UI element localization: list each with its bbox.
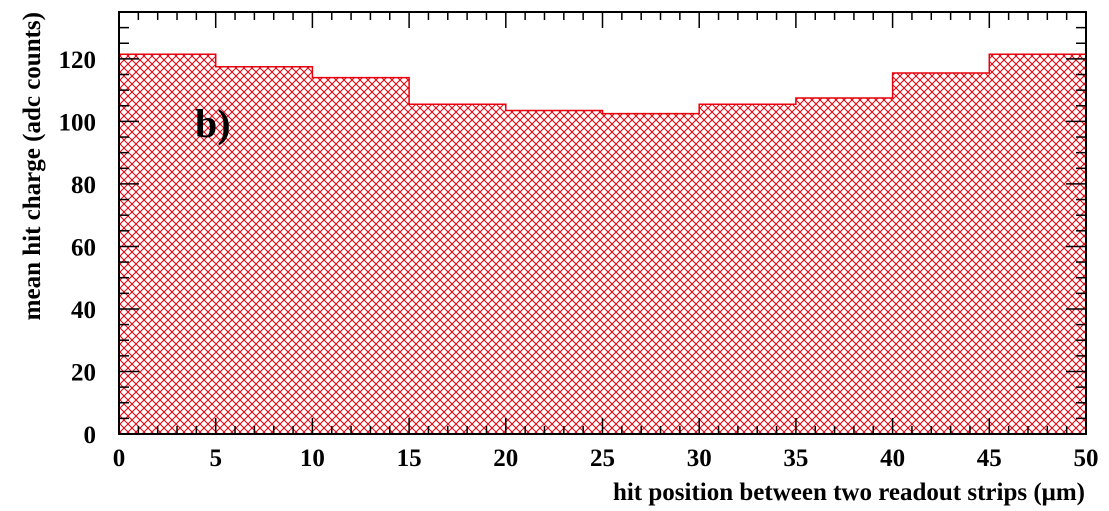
histogram-bar bbox=[409, 104, 506, 434]
histogram-bar bbox=[989, 54, 1086, 434]
y-tick-label: 120 bbox=[59, 47, 97, 74]
y-tick-label: 80 bbox=[71, 172, 96, 199]
axis-ticks bbox=[118, 11, 1087, 435]
histogram-outline bbox=[118, 53, 1087, 434]
x-tick-label: 30 bbox=[687, 445, 712, 472]
x-tick-label: 40 bbox=[880, 445, 905, 472]
x-axis-title: hit position between two readout strips … bbox=[613, 479, 1085, 506]
x-tick-label: 20 bbox=[493, 445, 518, 472]
histogram-bar bbox=[892, 72, 990, 434]
x-tick-label: 5 bbox=[209, 445, 222, 472]
histogram-bar bbox=[795, 97, 893, 435]
histogram-bar bbox=[215, 66, 313, 434]
x-tick-labels: 0 5 10 15 20 25 30 35 40 45 50 bbox=[113, 445, 1099, 472]
histogram-bar bbox=[312, 77, 410, 435]
histogram-bars bbox=[119, 54, 1086, 435]
y-axis-title: mean hit charge (adc counts) bbox=[19, 12, 46, 320]
x-tick-label: 10 bbox=[300, 445, 325, 472]
x-tick-label: 25 bbox=[590, 445, 615, 472]
y-tick-label: 40 bbox=[71, 297, 96, 324]
panel-label: b) bbox=[195, 101, 231, 146]
histogram-bar bbox=[119, 54, 216, 434]
histogram-bar bbox=[505, 110, 603, 434]
y-tick-label: 20 bbox=[71, 359, 96, 386]
y-tick-labels: 0 20 40 60 80 100 120 bbox=[59, 47, 97, 449]
x-tick-label: 50 bbox=[1074, 445, 1099, 472]
histogram-bar bbox=[602, 113, 700, 434]
x-tick-label: 45 bbox=[977, 445, 1002, 472]
histogram-bar bbox=[699, 104, 796, 434]
x-tick-label: 15 bbox=[397, 445, 422, 472]
y-tick-label: 60 bbox=[71, 234, 96, 261]
x-tick-label: 0 bbox=[113, 445, 126, 472]
plot-frame bbox=[118, 11, 1087, 435]
y-tick-label: 100 bbox=[59, 109, 97, 136]
x-tick-label: 35 bbox=[783, 445, 808, 472]
y-tick-label: 0 bbox=[84, 422, 97, 449]
